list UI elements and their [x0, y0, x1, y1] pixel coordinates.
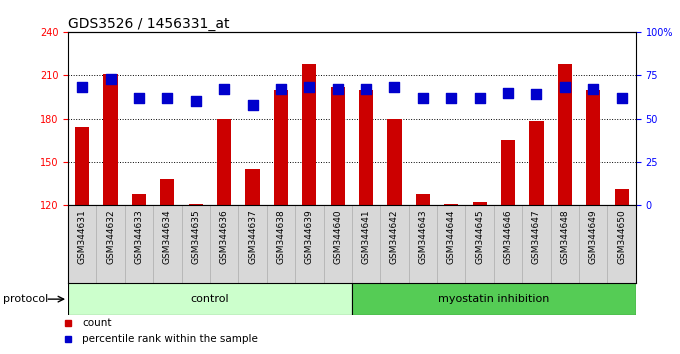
Bar [444, 204, 458, 205]
Bar [103, 74, 118, 205]
Bar [97, 205, 125, 283]
Bar [330, 87, 345, 205]
Bar [188, 204, 203, 205]
Bar [267, 205, 295, 283]
Text: GSM344650: GSM344650 [617, 209, 626, 264]
Bar [132, 194, 146, 205]
Bar [494, 205, 522, 283]
Bar [239, 205, 267, 283]
Bar [324, 205, 352, 283]
Point [503, 90, 513, 96]
Point [162, 95, 173, 101]
Bar [579, 205, 607, 283]
Text: protocol: protocol [3, 294, 49, 304]
Text: GSM344638: GSM344638 [277, 209, 286, 264]
Text: GSM344640: GSM344640 [333, 209, 342, 264]
Point [190, 98, 201, 104]
Point [418, 95, 428, 101]
Text: GSM344641: GSM344641 [362, 209, 371, 264]
Text: GSM344637: GSM344637 [248, 209, 257, 264]
Bar [409, 205, 437, 283]
Text: GSM344636: GSM344636 [220, 209, 228, 264]
Point [446, 95, 457, 101]
Text: GSM344643: GSM344643 [418, 209, 427, 264]
Text: GSM344647: GSM344647 [532, 209, 541, 264]
Bar [75, 127, 89, 205]
Bar [522, 205, 551, 283]
Text: GSM344634: GSM344634 [163, 209, 172, 264]
Bar [465, 205, 494, 283]
Point [474, 95, 485, 101]
Bar [125, 205, 153, 283]
Text: GSM344644: GSM344644 [447, 209, 456, 264]
Bar [359, 90, 373, 205]
Bar [352, 205, 380, 283]
Bar [274, 90, 288, 205]
Text: GSM344649: GSM344649 [589, 209, 598, 264]
Point [389, 85, 400, 90]
Bar [295, 205, 324, 283]
Point [247, 102, 258, 108]
Text: GSM344632: GSM344632 [106, 209, 115, 264]
Bar [586, 90, 600, 205]
Point [219, 86, 230, 92]
Point [275, 86, 286, 92]
Point [105, 76, 116, 81]
Text: count: count [82, 318, 112, 328]
Text: control: control [190, 294, 229, 304]
Bar [388, 119, 402, 205]
Text: GSM344645: GSM344645 [475, 209, 484, 264]
Bar [182, 205, 210, 283]
Bar [607, 205, 636, 283]
Bar [473, 202, 487, 205]
Bar [437, 205, 465, 283]
Point [560, 85, 571, 90]
Point [133, 95, 144, 101]
Bar [501, 140, 515, 205]
Point [616, 95, 627, 101]
Text: GSM344648: GSM344648 [560, 209, 569, 264]
Text: GSM344642: GSM344642 [390, 209, 399, 264]
Bar [153, 205, 182, 283]
Point [360, 86, 371, 92]
Text: GSM344631: GSM344631 [78, 209, 86, 264]
Point [304, 85, 315, 90]
Bar [210, 205, 239, 283]
Point [333, 86, 343, 92]
Text: percentile rank within the sample: percentile rank within the sample [82, 334, 258, 344]
Text: GSM344646: GSM344646 [504, 209, 513, 264]
Bar [160, 179, 175, 205]
Point [588, 86, 598, 92]
Bar [415, 194, 430, 205]
Bar [529, 121, 543, 205]
Text: GDS3526 / 1456331_at: GDS3526 / 1456331_at [68, 17, 230, 31]
Bar [380, 205, 409, 283]
Text: GSM344633: GSM344633 [135, 209, 143, 264]
Point [531, 91, 542, 97]
Point [77, 85, 88, 90]
Bar [615, 189, 629, 205]
Bar [245, 169, 260, 205]
Bar [68, 205, 97, 283]
Bar [68, 283, 352, 315]
Text: GSM344635: GSM344635 [191, 209, 200, 264]
Bar [352, 283, 636, 315]
Bar [551, 205, 579, 283]
Bar [558, 64, 572, 205]
Text: myostatin inhibition: myostatin inhibition [438, 294, 549, 304]
Text: GSM344639: GSM344639 [305, 209, 313, 264]
Bar [217, 119, 231, 205]
Bar [302, 64, 316, 205]
